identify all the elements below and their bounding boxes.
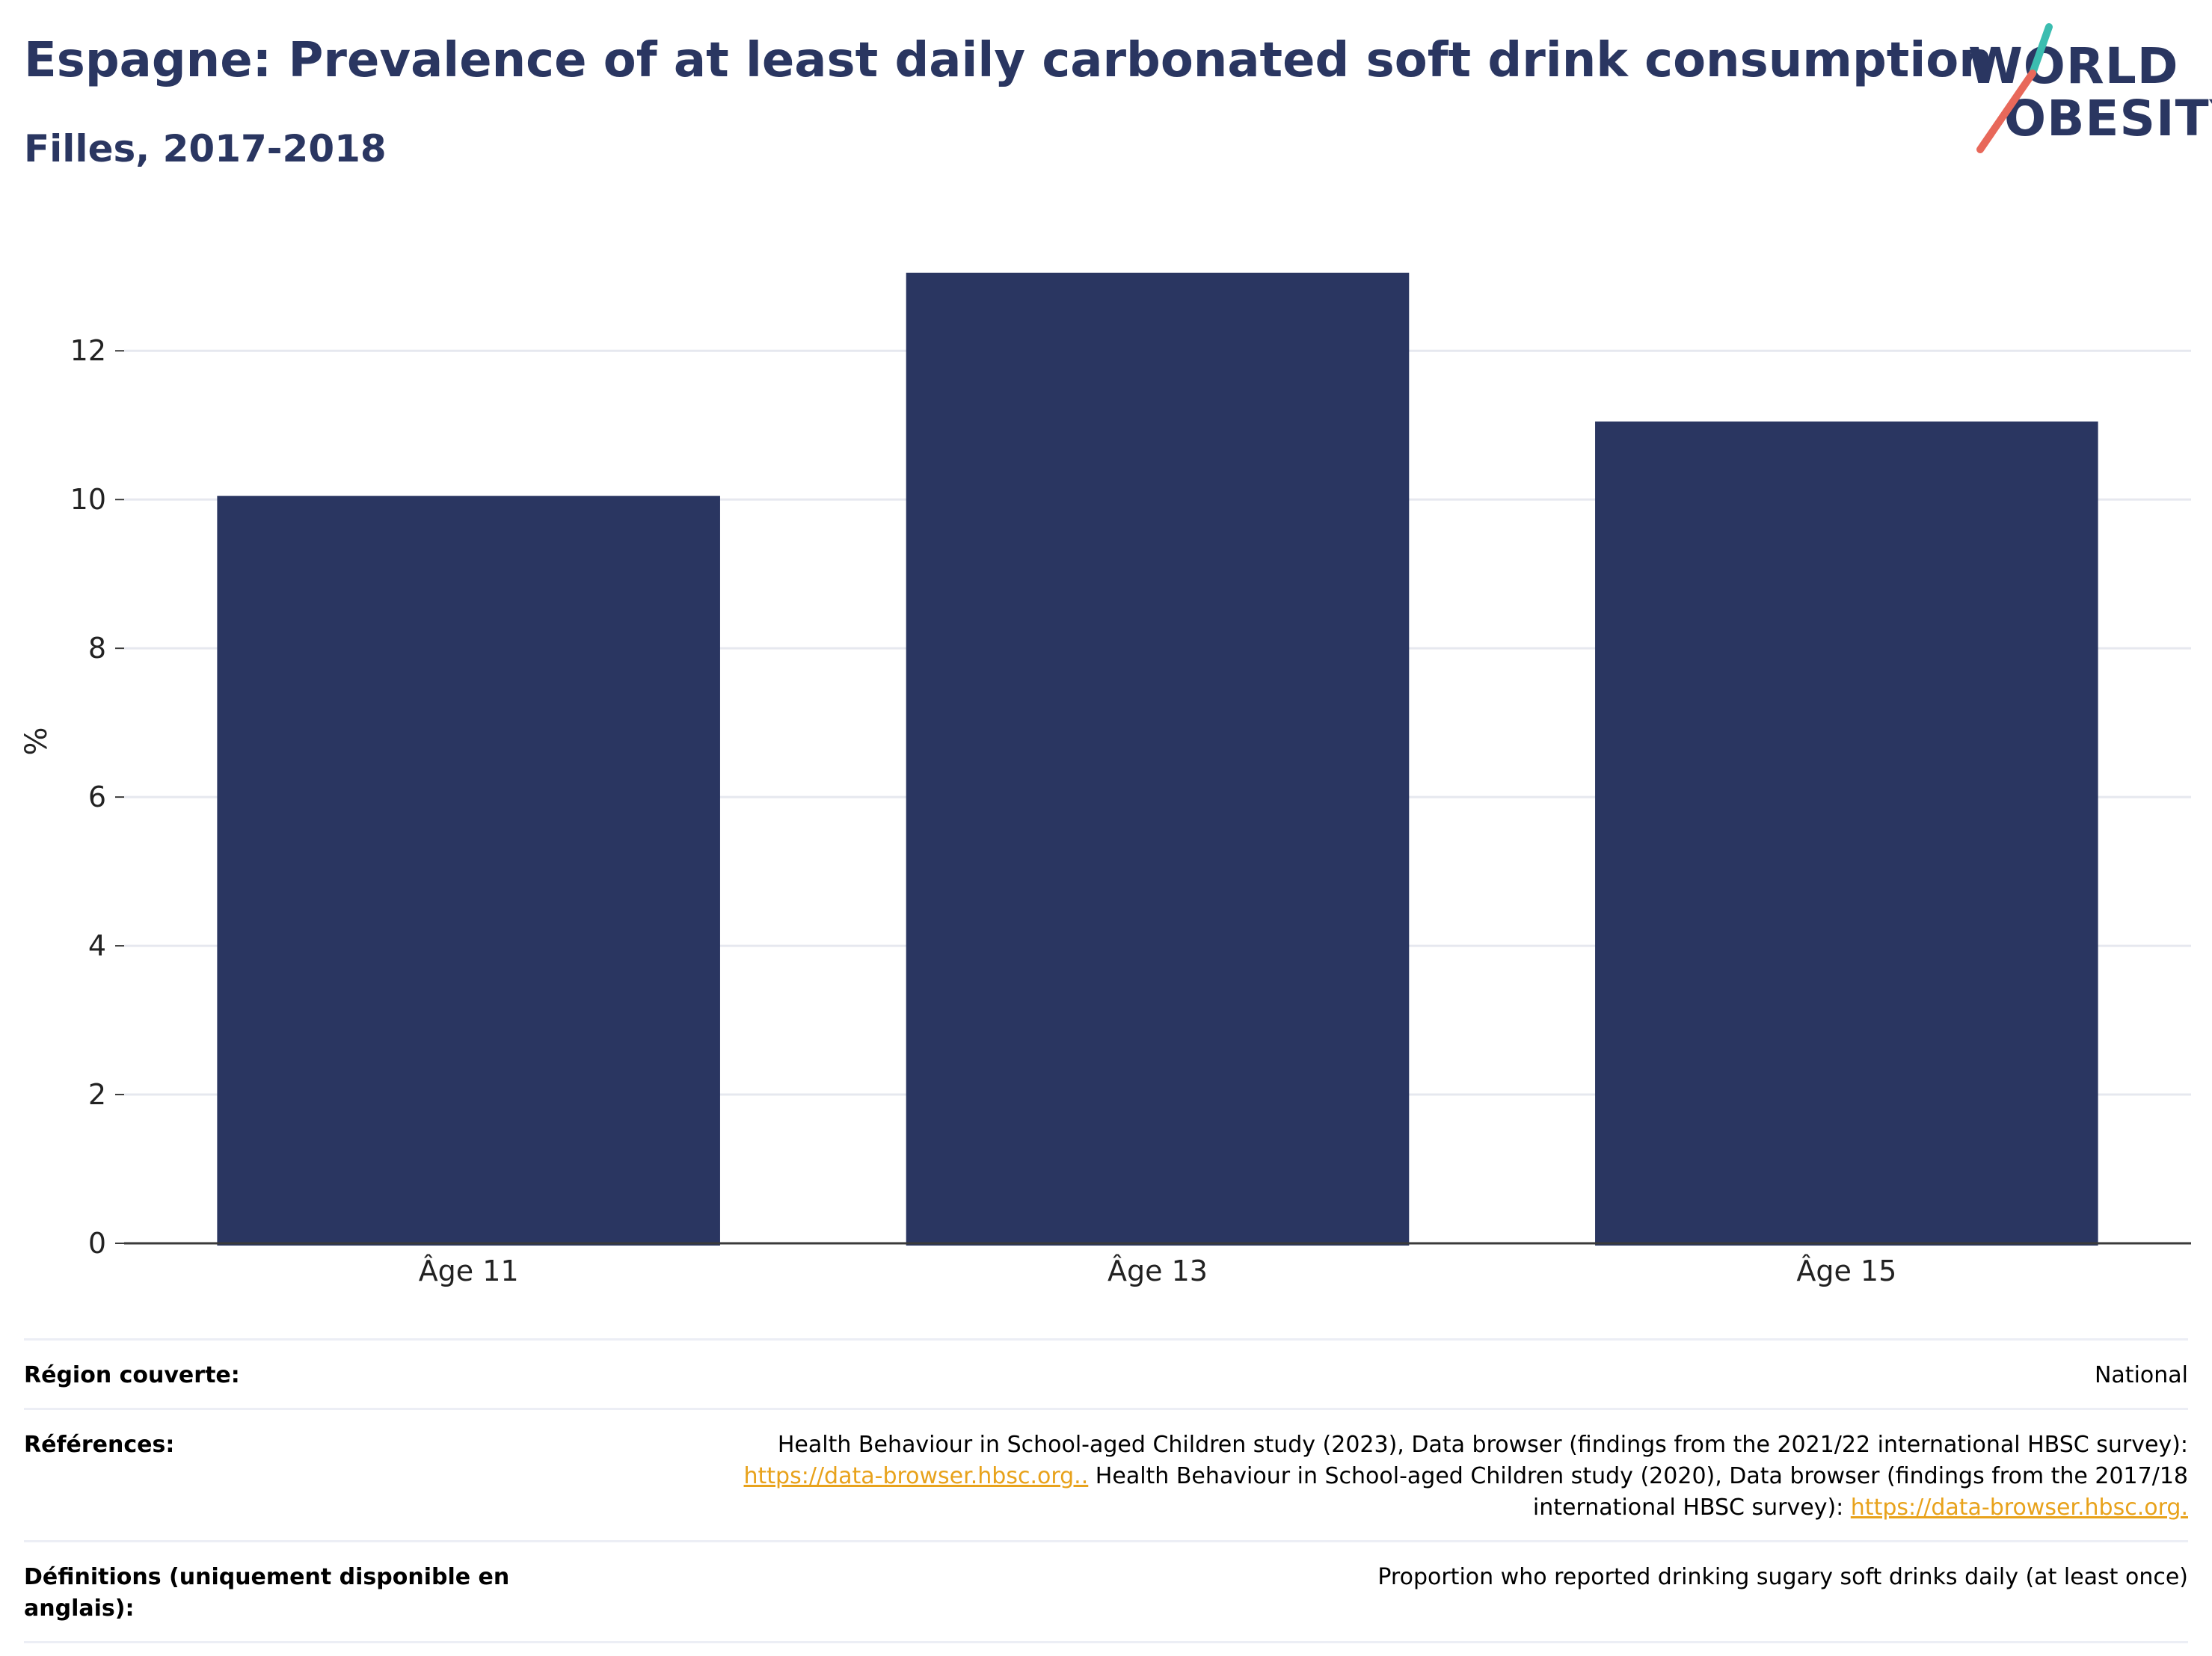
references-value: Health Behaviour in School-aged Children… bbox=[744, 1429, 2188, 1524]
chart-subtitle: Filles, 2017-2018 bbox=[24, 127, 387, 170]
meta-row-definitions: Définitions (uniquement disponible en an… bbox=[24, 1540, 2188, 1643]
references-text-2: Health Behaviour in School-aged Children… bbox=[1088, 1463, 2188, 1489]
definitions-value: Proportion who reported drinking sugary … bbox=[1377, 1564, 2188, 1590]
y-tick-label: 2 bbox=[88, 1078, 106, 1111]
bar bbox=[1595, 421, 2098, 1246]
logo-slash-icon bbox=[1976, 23, 2053, 153]
logo-word-world: WORLD bbox=[1968, 37, 2179, 95]
chart-title: Espagne: Prevalence of at least daily ca… bbox=[24, 33, 1993, 88]
world-obesity-logo: WORLD OBESITY bbox=[1959, 21, 2212, 163]
references-text-3: international HBSC survey): bbox=[1532, 1495, 1851, 1521]
y-tick-label: 0 bbox=[88, 1227, 106, 1260]
metadata-table: Région couverte: National Références: He… bbox=[24, 1338, 2188, 1643]
x-tick-label: Âge 13 bbox=[1107, 1255, 1208, 1287]
y-tick-label: 8 bbox=[88, 632, 106, 665]
references-text-1: Health Behaviour in School-aged Children… bbox=[777, 1432, 2188, 1458]
references-link-2[interactable]: https://data-browser.hbsc.org. bbox=[1850, 1495, 2188, 1521]
y-axis-label: % bbox=[19, 727, 54, 755]
bar bbox=[906, 272, 1410, 1246]
bar bbox=[217, 496, 720, 1246]
bar-chart: 0 2 4 6 8 10 12% Âge 11 Âge 13 Âge 15 bbox=[19, 272, 2191, 1287]
x-tick-label: Âge 11 bbox=[419, 1255, 519, 1287]
logo-word-obesity: OBESITY bbox=[2004, 90, 2212, 147]
references-label: Références: bbox=[24, 1432, 175, 1458]
region-label: Région couverte: bbox=[24, 1362, 240, 1388]
y-tick-label: 12 bbox=[70, 334, 106, 367]
meta-row-references: Références: Health Behaviour in School-a… bbox=[24, 1408, 2188, 1540]
definitions-label: Définitions (uniquement disponible en an… bbox=[24, 1564, 510, 1622]
y-tick-label: 6 bbox=[88, 781, 106, 813]
y-tick-label: 10 bbox=[70, 483, 106, 516]
references-link-1[interactable]: https://data-browser.hbsc.org.. bbox=[743, 1463, 1089, 1489]
region-value: National bbox=[2094, 1362, 2188, 1388]
meta-row-region: Région couverte: National bbox=[24, 1338, 2188, 1408]
x-tick-label: Âge 15 bbox=[1796, 1255, 1896, 1287]
y-tick-label: 4 bbox=[88, 929, 106, 962]
